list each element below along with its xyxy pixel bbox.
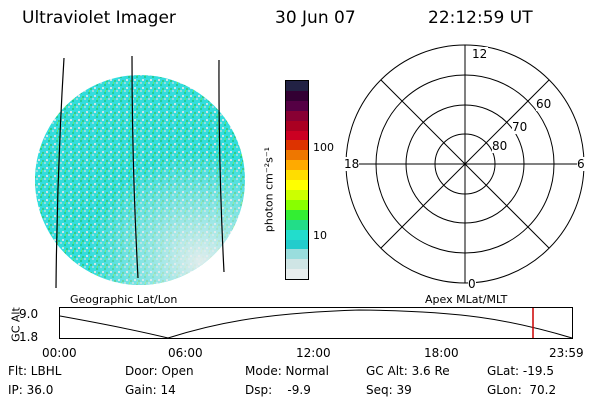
orbit-altitude-plot	[59, 307, 573, 339]
glat-info: GLat: -19.5	[487, 364, 554, 378]
colorbar-segment	[286, 100, 308, 111]
colorbar-unit-label: photon cm⁻²s⁻¹	[262, 146, 276, 233]
colorbar-segment	[286, 229, 308, 240]
time-label: 22:12:59 UT	[428, 8, 533, 28]
orbit-xtick-2359: 23:59	[549, 346, 584, 360]
glon-info: GLon: 70.2	[487, 383, 557, 397]
instrument-title: Ultraviolet Imager	[22, 8, 176, 28]
mlat-label-60: 60	[536, 97, 552, 111]
color-scale-bar	[285, 80, 309, 280]
polar-grid	[345, 44, 585, 284]
colorbar-tick-100: 100	[313, 141, 334, 154]
colorbar-segment	[286, 120, 308, 131]
filter-info: Flt: LBHL	[8, 364, 62, 378]
colorbar-segment	[286, 90, 308, 101]
orbit-xtick-0600: 06:00	[168, 346, 203, 360]
colorbar-segment	[286, 160, 308, 171]
colorbar-segment	[286, 110, 308, 121]
colorbar-segment	[286, 269, 308, 280]
colorbar-segment	[286, 199, 308, 210]
orbit-xtick-1800: 18:00	[424, 346, 459, 360]
geographic-caption: Geographic Lat/Lon	[70, 293, 178, 306]
orbit-xtick-0000: 00:00	[42, 346, 77, 360]
colorbar-segment	[286, 180, 308, 190]
mlt-label-0: 0	[468, 277, 476, 291]
colorbar-segment	[286, 209, 308, 220]
mlt-label-18: 18	[344, 157, 360, 171]
colorbar-segment	[286, 150, 308, 161]
colorbar-segment	[286, 239, 308, 250]
colorbar-segment	[286, 140, 308, 151]
mlt-label-6: 6	[577, 157, 585, 171]
orbit-ytick-1-8: 1.8	[19, 330, 39, 344]
dsp-info: Dsp: -9.9	[245, 383, 311, 397]
colorbar-segment	[286, 189, 308, 200]
ip-info: IP: 36.0	[8, 383, 54, 397]
orbit-ytick-9: 9.0	[19, 307, 39, 321]
meridian-line	[131, 55, 139, 279]
colorbar-tick-10: 10	[313, 229, 327, 242]
colorbar-segment	[286, 81, 308, 91]
apex-caption: Apex MLat/MLT	[425, 293, 508, 306]
colorbar-segment	[286, 170, 308, 181]
globe-image	[35, 55, 245, 289]
mlat-label-70: 70	[512, 120, 528, 134]
date-label: 30 Jun 07	[275, 8, 356, 28]
orbit-xtick-1200: 12:00	[296, 346, 331, 360]
mlt-label-12: 12	[471, 47, 489, 61]
colorbar-segment	[286, 249, 308, 260]
colorbar-segment	[286, 130, 308, 141]
gc-alt-info: GC Alt: 3.6 Re	[366, 364, 450, 378]
mlat-label-80: 80	[492, 139, 508, 153]
meridian-line	[55, 57, 65, 289]
altitude-curve	[59, 309, 573, 339]
door-info: Door: Open	[125, 364, 194, 378]
globe-meridians	[55, 55, 225, 289]
colorbar-segment	[286, 219, 308, 230]
meridian-line	[218, 59, 225, 273]
mode-info: Mode: Normal	[245, 364, 329, 378]
colorbar-segment	[286, 259, 308, 270]
gain-info: Gain: 14	[125, 383, 176, 397]
seq-info: Seq: 39	[366, 383, 412, 397]
